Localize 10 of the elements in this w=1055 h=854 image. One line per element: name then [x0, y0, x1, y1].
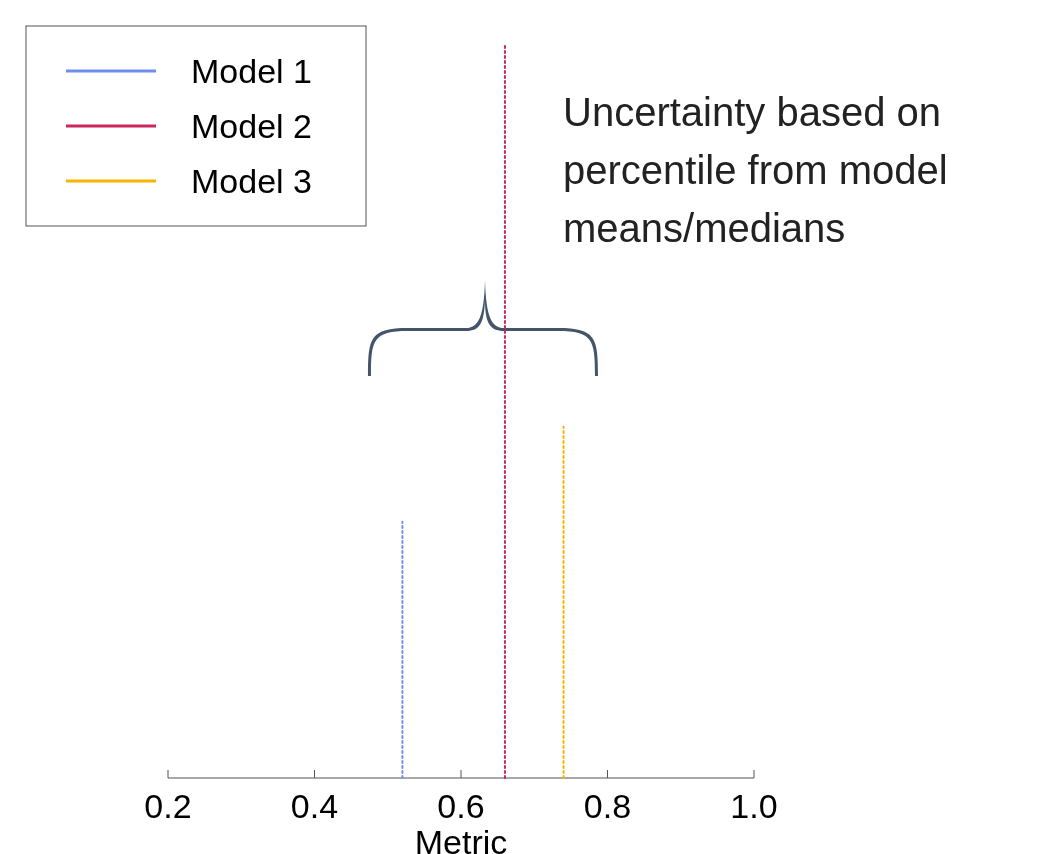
legend-label: Model 3 — [191, 162, 312, 200]
legend-label: Model 1 — [191, 52, 312, 90]
annotation: Uncertainty based on percentile from model means/medians — [563, 90, 948, 250]
x-tick-label: 0.6 — [437, 787, 485, 825]
x-tick-label: 0.8 — [583, 787, 632, 825]
x-tick-label: 1.0 — [730, 787, 778, 825]
x-tick-label: 0.4 — [290, 787, 339, 825]
legend-label: Model 2 — [191, 107, 312, 145]
x-axis-title: Metric — [414, 823, 508, 854]
x-tick-label: 0.2 — [144, 787, 192, 825]
